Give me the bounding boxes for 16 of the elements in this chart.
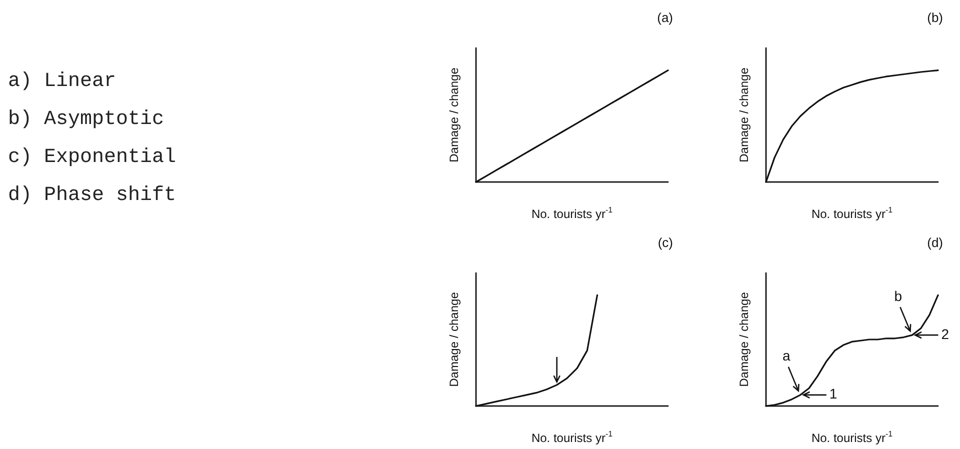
y-axis-title: Damage / change bbox=[447, 292, 461, 387]
chart-title: (c) bbox=[658, 235, 674, 250]
annotation: a bbox=[782, 348, 790, 364]
text: b) Asymptotic bbox=[8, 108, 166, 133]
chart-title: (d) bbox=[927, 235, 943, 250]
text: c) Exponential bbox=[8, 146, 176, 171]
y-axis-title: Damage / change bbox=[737, 292, 751, 387]
text: a) Linear bbox=[8, 70, 118, 95]
text: d) Phase shift bbox=[8, 184, 176, 209]
annotation: 1 bbox=[829, 386, 838, 402]
y-axis-title: Damage / change bbox=[737, 67, 751, 162]
text: 2 bbox=[941, 326, 950, 342]
y-axis-title: Damage / change bbox=[447, 67, 461, 162]
chart-title: (a) bbox=[657, 10, 673, 25]
annotation: b bbox=[894, 288, 902, 304]
chart-title: (b) bbox=[927, 10, 943, 25]
